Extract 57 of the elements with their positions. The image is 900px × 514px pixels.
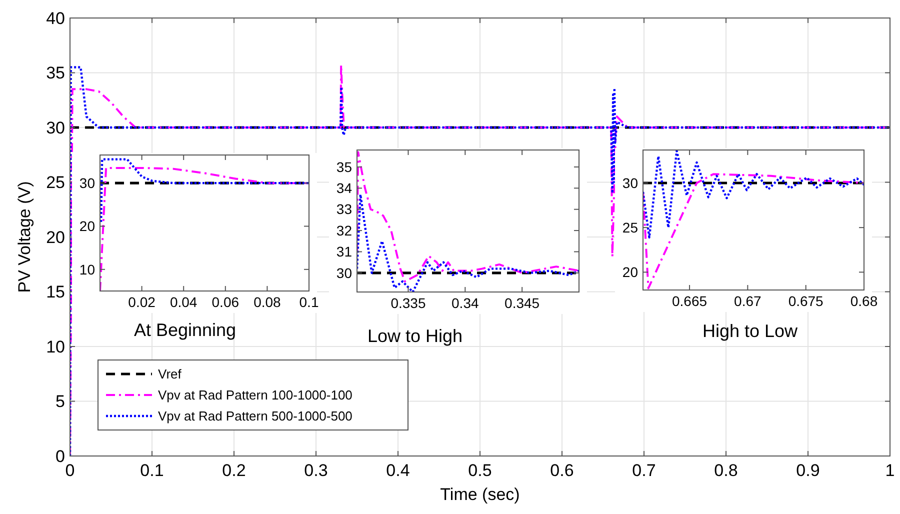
- y-tick-label: 34: [336, 180, 352, 196]
- x-tick-label: 1: [885, 461, 895, 480]
- line-series: [357, 193, 579, 292]
- y-tick-label: 20: [46, 228, 65, 247]
- y-tick-label: 5: [56, 392, 65, 412]
- y-tick-label: 20: [79, 218, 96, 234]
- line-series: [357, 151, 579, 282]
- y-tick-label: 35: [46, 64, 65, 83]
- x-tick-label: 0.675: [788, 293, 824, 309]
- y-tick-label: 30: [336, 264, 352, 281]
- x-tick-label: 0.4: [386, 461, 410, 480]
- x-tick-label: 0.06: [212, 294, 240, 310]
- y-tick-label: 10: [46, 337, 65, 356]
- y-tick-label: 30: [622, 174, 638, 191]
- y-tick-label: 33: [336, 201, 352, 218]
- y-tick-label: 20: [622, 264, 638, 280]
- x-tick-label: 0.3: [304, 461, 328, 480]
- x-tick-label: 0.345: [504, 295, 540, 311]
- y-tick-label: 30: [46, 118, 65, 138]
- x-axis-title: Low to High: [367, 326, 463, 346]
- x-tick-label: 0.04: [170, 294, 198, 310]
- x-tick-label: 0.9: [796, 461, 820, 480]
- x-tick-label: 0.2: [222, 461, 246, 480]
- y-tick-label: 31: [336, 244, 352, 260]
- x-tick-label: 0.1: [140, 461, 164, 480]
- line-series: [643, 173, 864, 290]
- x-tick-label: 0.8: [714, 461, 738, 480]
- y-tick-label: 10: [79, 261, 96, 278]
- y-tick-label: 32: [336, 222, 352, 238]
- y-tick-label: 25: [622, 219, 638, 236]
- legend-label: Vref: [158, 366, 182, 382]
- line-series: [643, 150, 864, 238]
- x-axis-title: Time (sec): [440, 485, 520, 504]
- x-tick-label: 0.08: [254, 294, 282, 310]
- y-tick-label: 0: [56, 446, 65, 466]
- y-tick-label: 30: [79, 174, 96, 191]
- x-axis-title: High to Low: [702, 321, 799, 341]
- x-tick-label: 0.1: [299, 294, 319, 310]
- line-series: [100, 166, 309, 291]
- line-series: [100, 158, 309, 224]
- x-tick-label: 0.335: [390, 295, 426, 311]
- x-tick-label: 0.68: [850, 293, 878, 309]
- x-tick-label: 0.02: [128, 294, 156, 310]
- x-axis-title: At Beginning: [134, 320, 236, 340]
- y-axis-title: PV Voltage (V): [15, 181, 34, 293]
- x-tick-label: 0.5: [468, 461, 492, 480]
- x-tick-label: 0.67: [734, 293, 762, 309]
- x-tick-label: 0.34: [452, 295, 479, 311]
- y-tick-label: 25: [46, 173, 65, 192]
- x-tick-label: 0.7: [632, 461, 656, 480]
- y-tick-label: 15: [46, 282, 65, 302]
- x-tick-label: 0.665: [672, 293, 708, 309]
- y-tick-label: 35: [336, 158, 352, 175]
- legend-label: Vpv at Rad Pattern 500-1000-500: [158, 408, 352, 424]
- y-tick-label: 40: [46, 8, 65, 28]
- legend-label: Vpv at Rad Pattern 100-1000-100: [158, 388, 352, 403]
- x-tick-label: 0.6: [550, 461, 574, 480]
